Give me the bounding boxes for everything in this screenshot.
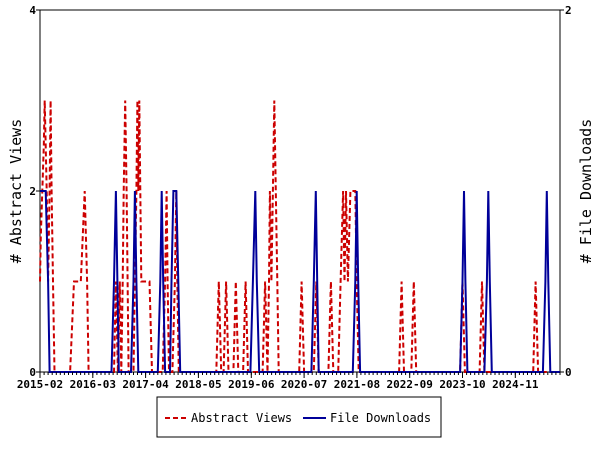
legend-label-abstract-views: Abstract Views (191, 411, 292, 425)
legend-box (156, 396, 442, 438)
left-y-tick-label: 4 (29, 4, 36, 17)
left-y-axis-ticks: 0 2 4 (29, 4, 40, 379)
x-axis-ticks: 2015-02 2016-03 2017-04 2018-05 2019-06 2020-… (17, 372, 561, 391)
x-tick-label: 2021-08 (334, 378, 380, 391)
x-tick-label: 2019-06 (228, 378, 275, 391)
right-y-axis-title: # File Downloads (577, 119, 595, 264)
x-tick-label: 2022-09 (387, 378, 433, 391)
x-tick-label: 2023-10 (439, 378, 485, 391)
series-line-file-downloads (40, 190, 560, 373)
legend-label-file-downloads: File Downloads (330, 411, 431, 425)
right-y-tick-label: 0 (565, 366, 572, 379)
x-tick-label: 2024-11 (492, 378, 539, 391)
right-y-tick-label: 2 (565, 4, 572, 17)
right-y-axis-ticks: 02 (560, 4, 572, 379)
x-tick-label: 2015-02 (17, 378, 63, 391)
x-tick-label: 2020-07 (281, 378, 327, 391)
legend: Abstract Views File Downloads (156, 396, 442, 438)
x-tick-label: 2018-05 (175, 378, 221, 391)
series-layer (39, 100, 560, 373)
x-tick-label: 2017-04 (122, 378, 169, 391)
left-y-tick-label: 2 (29, 185, 36, 198)
left-y-axis-title: # Abstract Views (7, 119, 25, 264)
x-tick-label: 2016-03 (70, 378, 116, 391)
left-y-tick-label: 0 (29, 366, 36, 379)
